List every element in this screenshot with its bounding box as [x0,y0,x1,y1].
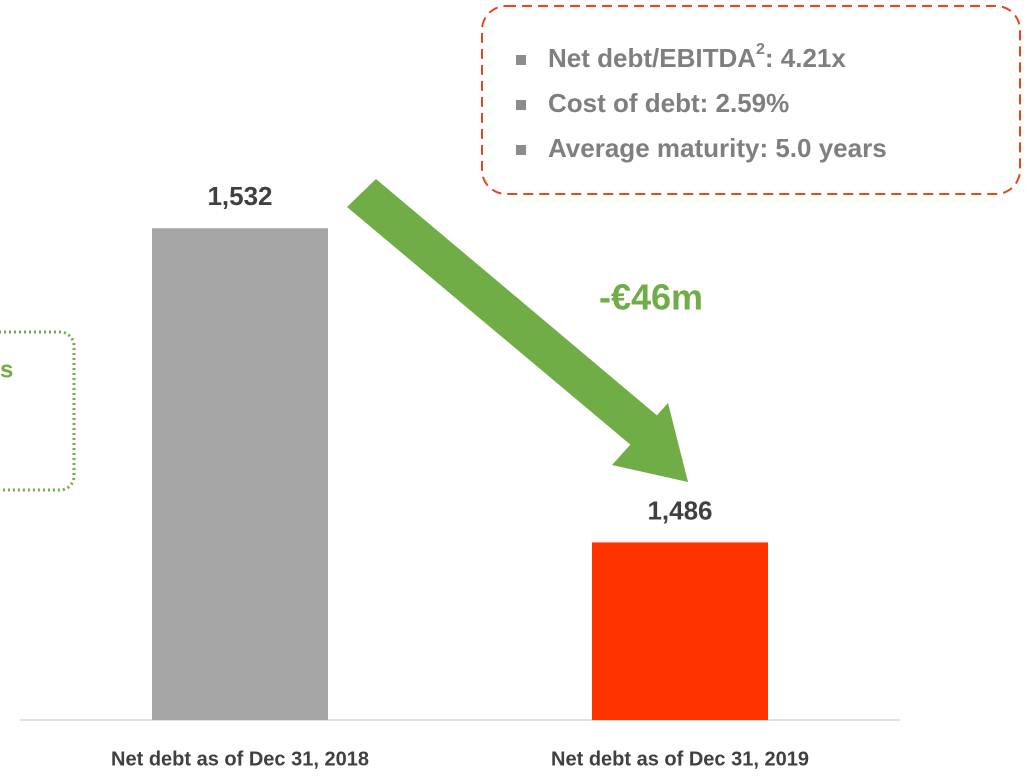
note-text: s [0,356,13,383]
x-tick-label: Net debt as of Dec 31, 2018 [111,748,369,770]
bullet-main: Average maturity: 5.0 years [548,133,887,163]
bullet-text: Average maturity: 5.0 years [548,133,887,163]
change-label: -€46m [599,277,703,318]
bullet-marker [516,100,526,110]
bullet-superscript: 2 [756,41,765,58]
x-tick-label: Net debt as of Dec 31, 2019 [551,748,809,770]
bullet-suffix: : 4.21x [765,43,846,73]
change-arrow-head [612,403,688,482]
bullet-main: Net debt/EBITDA [548,43,756,73]
kpi-box [481,5,1021,195]
bullet-marker [516,55,526,65]
bullet-text: Net debt/EBITDA2: 4.21x [548,41,846,73]
bullet-main: Cost of debt: 2.59% [548,88,789,118]
bar [592,542,768,720]
value-label: 1,486 [647,495,712,525]
bullet-text: Cost of debt: 2.59% [548,88,789,118]
change-arrow [347,179,688,482]
bar [152,228,328,721]
bullet-marker [516,145,526,155]
value-label: 1,532 [207,181,272,211]
